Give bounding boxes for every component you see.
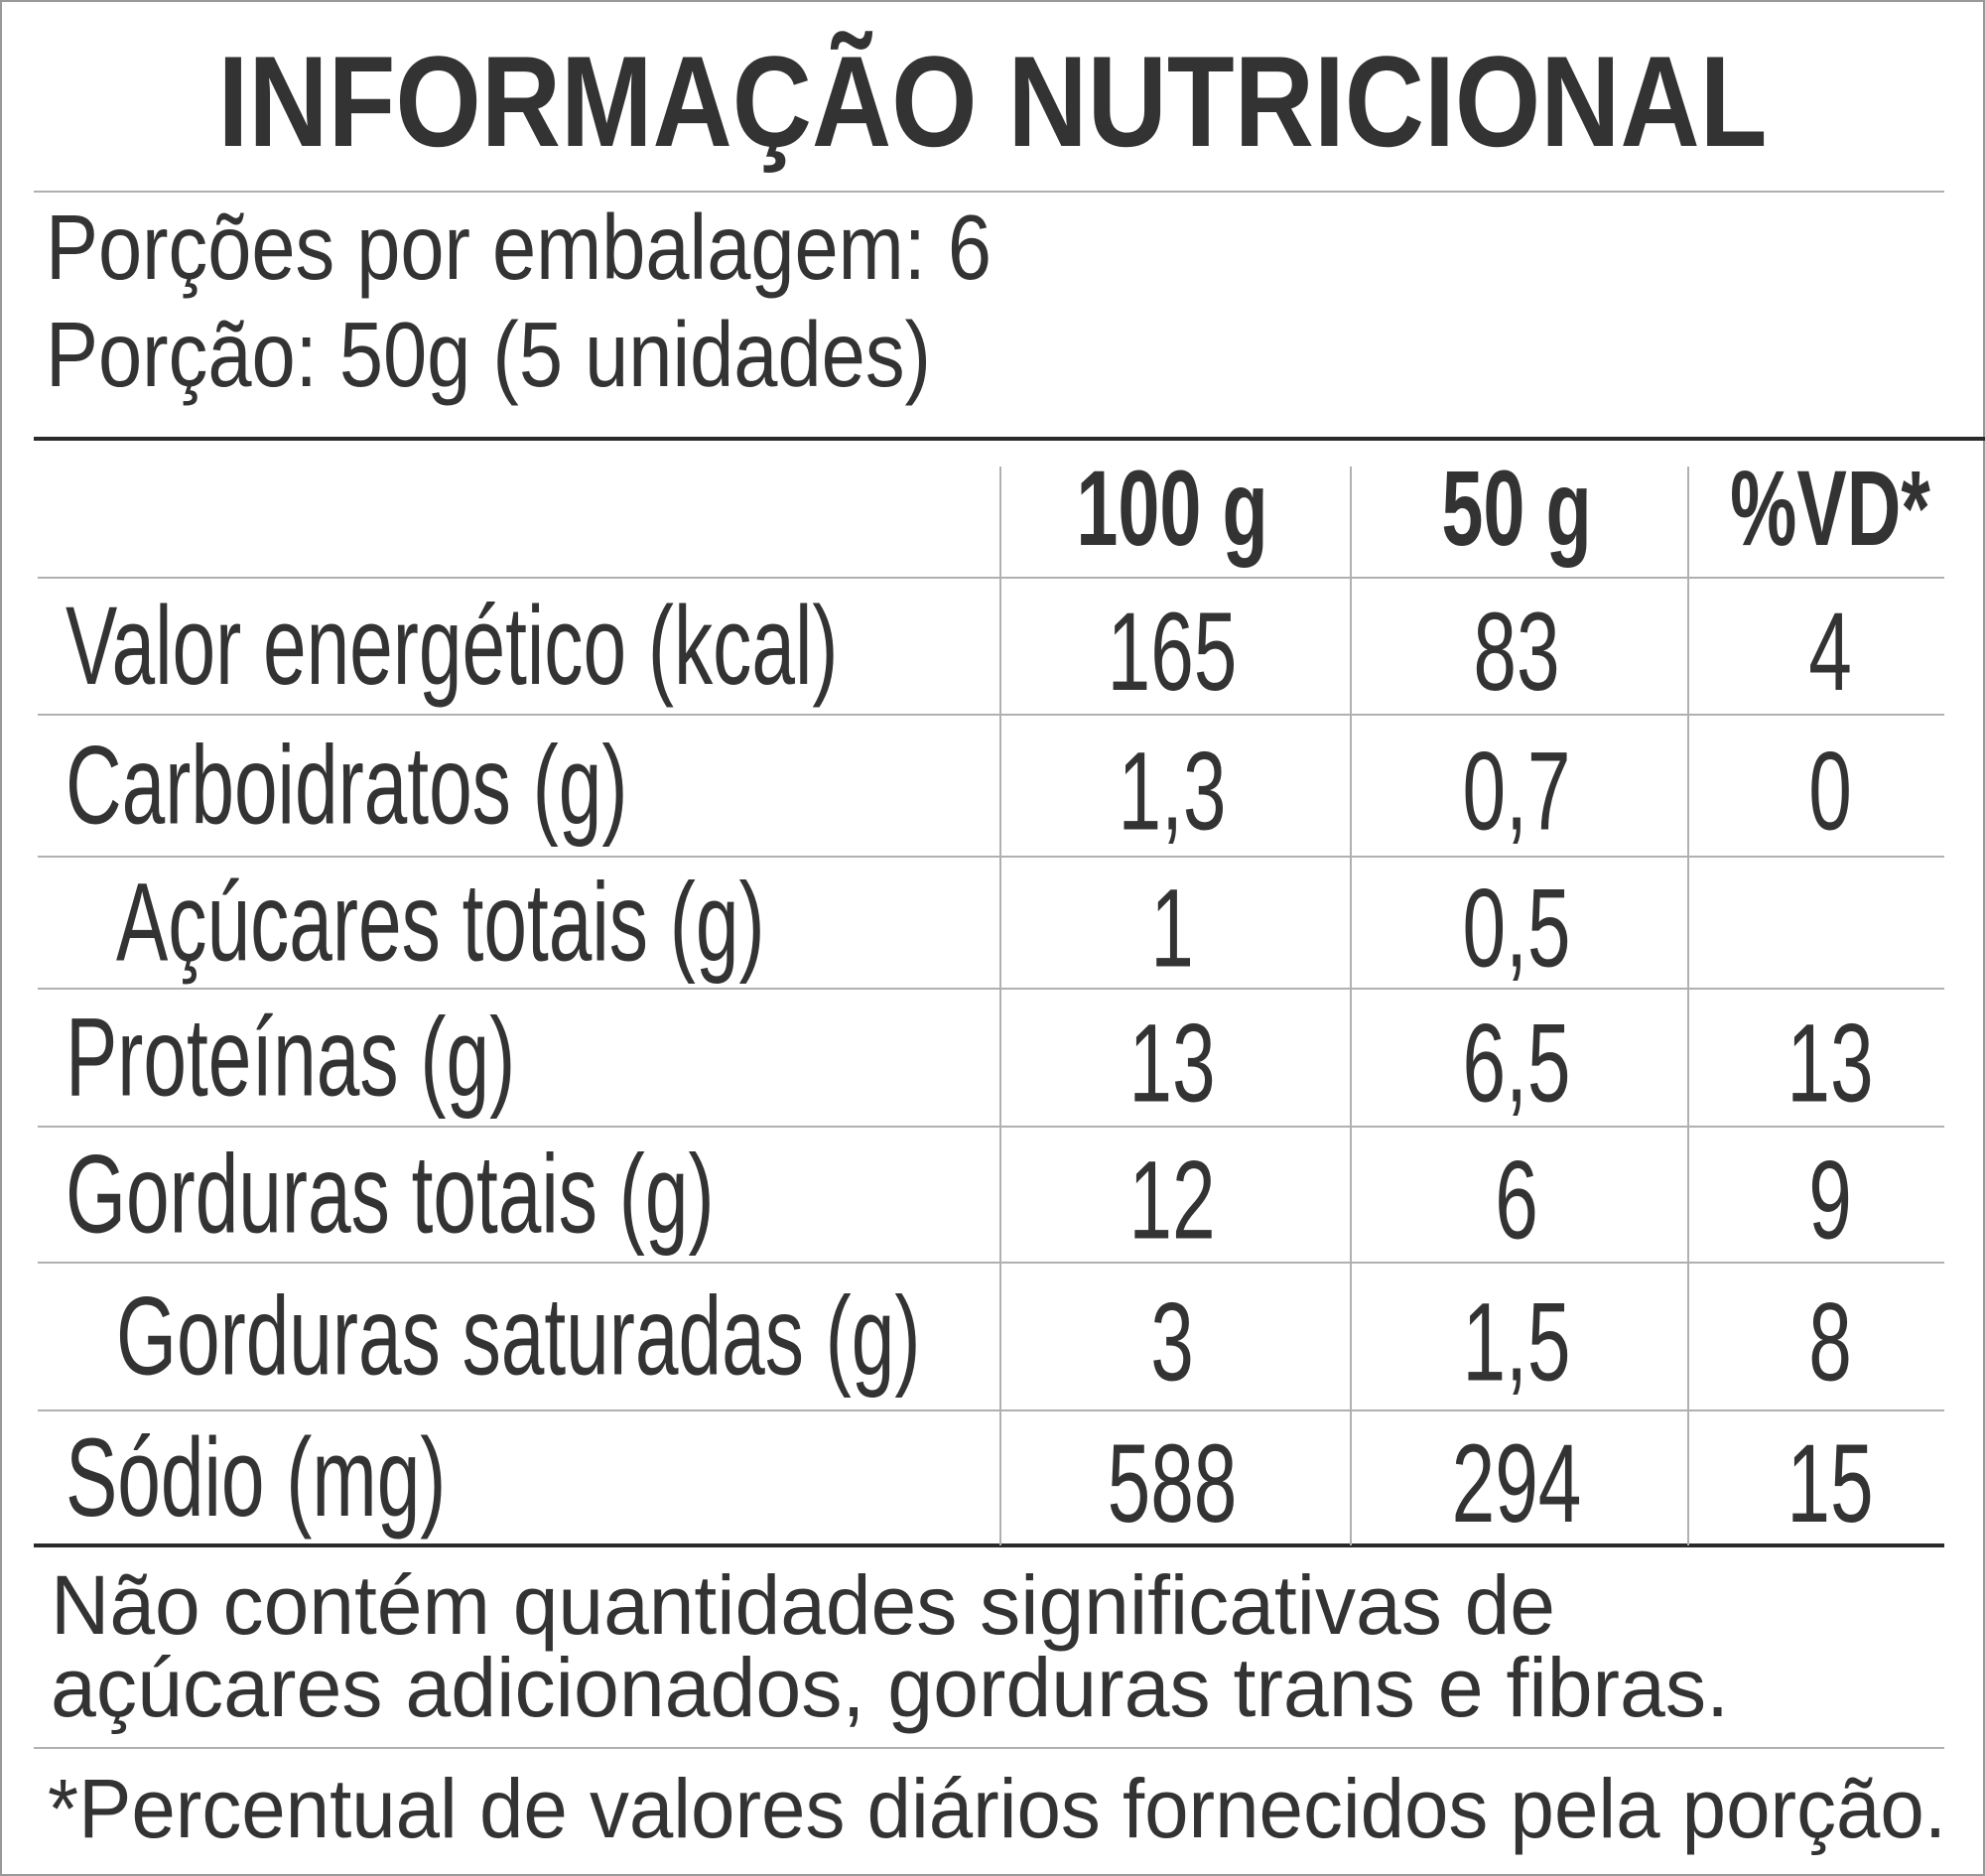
- cell-value: 15: [1786, 1421, 1873, 1545]
- cell-value: 588: [1108, 1421, 1238, 1545]
- cell-value: 12: [1128, 1139, 1215, 1263]
- cell-value: 9: [1808, 1139, 1852, 1263]
- cell-value: 6: [1495, 1139, 1538, 1263]
- cell-value: 165: [1108, 590, 1238, 714]
- cell-value: 1,5: [1463, 1280, 1571, 1405]
- cell-value: 13: [1128, 1002, 1215, 1126]
- row-label: Sódio (mg): [66, 1415, 446, 1540]
- cell-value: 83: [1473, 590, 1559, 714]
- footnote: *Percentual de valores diários fornecido…: [48, 1762, 1946, 1855]
- row-label: Gorduras totais (g): [66, 1133, 715, 1257]
- cell-value: 1: [1150, 867, 1194, 991]
- note: Não contém quantidades significativas de: [51, 1558, 1555, 1652]
- column-header: 100 g: [1076, 448, 1267, 568]
- row-label: Proteínas (g): [66, 996, 515, 1120]
- table: 100 g 50 g %VD*Valor energético (kcal) 165 8…: [38, 448, 1944, 1545]
- column-header: 50 g: [1441, 448, 1591, 568]
- cell-value: 1,3: [1119, 730, 1227, 854]
- row-label: Valor energético (kcal): [66, 584, 839, 708]
- row-label: Carboidratos (g): [66, 724, 628, 848]
- servings: Porções por embalagem: 6: [46, 196, 992, 299]
- cell-value: 294: [1452, 1421, 1582, 1545]
- cell-value: 3: [1150, 1280, 1194, 1405]
- cell-value: 6,5: [1463, 1002, 1571, 1126]
- cell-value: 0: [1808, 730, 1852, 854]
- row-label: Açúcares totais (g): [116, 861, 765, 985]
- note: açúcares adicionados, gorduras trans e f…: [51, 1641, 1729, 1734]
- cell-value: 0,7: [1463, 730, 1571, 854]
- cell-value: 8: [1808, 1280, 1852, 1405]
- cell-value: 4: [1808, 590, 1852, 714]
- serving-size: Porção: 50g (5 unidades): [46, 303, 931, 406]
- title: INFORMAÇÃO NUTRICIONAL: [218, 29, 1768, 174]
- column-header: %VD*: [1730, 448, 1930, 568]
- cell-value: 0,5: [1463, 867, 1571, 991]
- row-label: Gorduras saturadas (g): [116, 1274, 921, 1399]
- cell-value: 13: [1786, 1002, 1873, 1126]
